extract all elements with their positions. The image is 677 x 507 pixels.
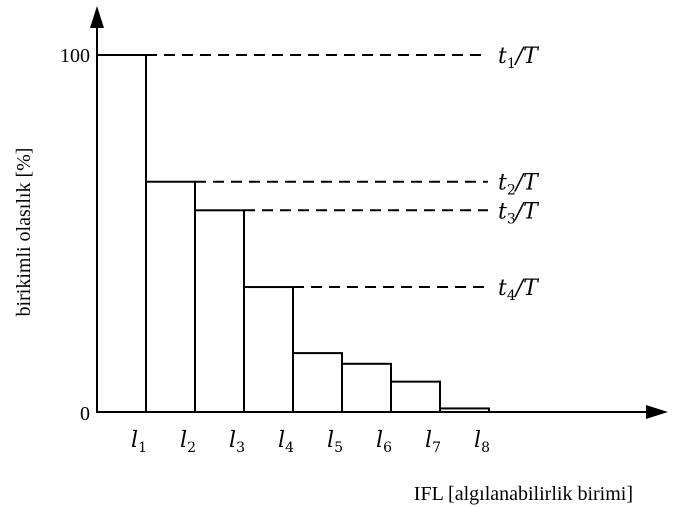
y-tick-label-0: 0 — [80, 403, 90, 425]
x-tick-labels-group: l1 l2 l3 l4 l5 l6 l7 l8 — [131, 428, 490, 456]
x-tick-label-l6: l6 — [376, 428, 392, 456]
annotation-label-t3: t3/T — [498, 199, 540, 227]
bar-l4 — [243, 286, 294, 413]
bar-l3 — [194, 209, 245, 413]
y-axis-label: birikimli olasılık [%] — [13, 148, 35, 317]
x-axis-label: IFL [algılanabilirlik birimi] — [414, 483, 633, 505]
bar-l7 — [390, 380, 441, 413]
x-tick-label-l7: l7 — [425, 428, 441, 456]
annotation-dashes-group — [146, 54, 488, 289]
y-tick-label-100: 100 — [60, 45, 90, 67]
x-tick-label-l5: l5 — [327, 428, 343, 456]
bar-l2 — [145, 180, 196, 413]
bar-l5 — [292, 352, 343, 413]
annotation-labels-group: t1/T t2/Tt3/T t4/T — [498, 44, 540, 304]
x-tick-label-l4: l4 — [278, 428, 294, 456]
bars-group — [96, 54, 490, 413]
x-axis-arrowhead — [646, 405, 668, 419]
x-tick-label-l8: l8 — [474, 428, 490, 456]
x-tick-label-l1: l1 — [131, 428, 147, 456]
annotation-label-t4: t4/T — [498, 276, 540, 304]
y-axis-arrowhead — [90, 6, 104, 28]
bar-l6 — [341, 362, 392, 413]
x-tick-label-l2: l2 — [180, 428, 196, 456]
annotation-label-t1: t1/T — [498, 44, 540, 72]
x-tick-label-l3: l3 — [229, 428, 245, 456]
annotation-label-t2: t2/T — [498, 171, 540, 199]
bar-l1 — [96, 54, 147, 413]
